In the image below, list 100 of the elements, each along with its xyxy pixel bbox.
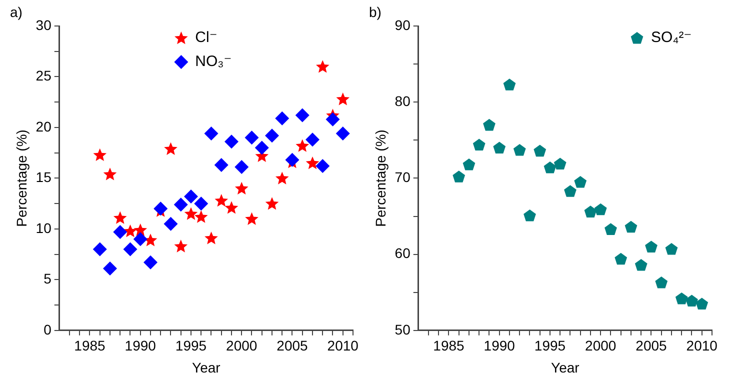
- point: [144, 255, 158, 270]
- point: [224, 134, 238, 149]
- x-tick-label: 2005: [276, 338, 308, 354]
- point: [513, 144, 526, 156]
- y-tick-label: 90: [394, 16, 411, 33]
- y-tick-label: 10: [36, 220, 52, 236]
- point: [686, 294, 698, 306]
- point: [234, 160, 249, 174]
- point: [123, 242, 138, 256]
- point: [113, 211, 127, 224]
- point: [326, 112, 340, 126]
- point: [574, 176, 587, 188]
- point: [503, 78, 516, 90]
- point: [133, 232, 148, 246]
- point: [224, 201, 238, 214]
- y-tick-label: 0: [44, 321, 52, 338]
- point: [245, 212, 258, 225]
- y-tick-label: 15: [36, 169, 52, 186]
- point: [316, 60, 330, 73]
- point: [295, 108, 310, 122]
- y-tick-label: 50: [394, 321, 411, 338]
- point: [103, 262, 117, 276]
- point: [204, 232, 218, 244]
- legend-label: NO₃⁻: [195, 53, 232, 70]
- point: [665, 242, 678, 255]
- x-axis-title: Year: [192, 359, 221, 376]
- point: [483, 118, 496, 131]
- point: [254, 140, 269, 155]
- point: [524, 209, 536, 222]
- x-tick-label: 2005: [636, 338, 668, 354]
- x-tick-label: 1990: [124, 338, 156, 354]
- x-tick-label: 2000: [585, 338, 616, 354]
- y-tick-label: 25: [36, 68, 52, 84]
- point: [624, 220, 638, 233]
- point: [194, 210, 208, 223]
- x-tick-label: 1985: [74, 338, 106, 354]
- x-axis-title: Year: [551, 359, 580, 376]
- point: [604, 223, 617, 235]
- point: [306, 156, 320, 170]
- point: [285, 152, 300, 167]
- point: [675, 292, 688, 304]
- point: [275, 111, 290, 126]
- y-tick-label: 80: [394, 92, 411, 109]
- x-tick-label: 1995: [534, 338, 566, 354]
- point: [164, 216, 178, 231]
- point: [234, 182, 248, 195]
- point: [92, 242, 107, 256]
- point: [452, 170, 466, 182]
- y-tick-label: 70: [394, 169, 411, 186]
- point: [214, 158, 228, 172]
- point: [103, 168, 117, 180]
- point: [174, 240, 188, 252]
- point: [316, 159, 330, 174]
- y-axis-title: Percentage (%): [372, 130, 388, 227]
- point: [214, 194, 228, 207]
- point: [594, 203, 607, 216]
- point: [184, 189, 198, 204]
- y-tick-label: 60: [394, 245, 411, 262]
- y-tick-label: 20: [36, 118, 52, 134]
- x-tick-label: 2010: [686, 338, 718, 354]
- chart-title: b): [369, 4, 382, 20]
- point: [184, 207, 198, 220]
- point: [696, 298, 708, 310]
- x-tick-label: 1990: [484, 338, 516, 354]
- chart-title: a): [10, 4, 22, 20]
- point: [134, 223, 148, 236]
- point: [645, 240, 658, 252]
- point: [124, 224, 137, 238]
- x-tick-label: 1985: [433, 338, 465, 354]
- y-axis-title: Percentage (%): [13, 130, 30, 227]
- point: [275, 172, 289, 184]
- point: [544, 162, 556, 174]
- point: [194, 196, 208, 211]
- point: [296, 139, 310, 152]
- point: [534, 144, 546, 157]
- point: [93, 148, 107, 162]
- point: [265, 128, 279, 143]
- point: [154, 202, 168, 216]
- point: [564, 185, 576, 197]
- legend-label: SO₄²⁻: [651, 29, 692, 46]
- point: [614, 252, 628, 265]
- point: [174, 198, 188, 212]
- y-tick-label: 30: [36, 16, 52, 33]
- x-tick-label: 2010: [327, 338, 359, 354]
- point: [493, 142, 506, 154]
- point: [655, 276, 668, 288]
- point: [472, 138, 486, 150]
- point: [164, 142, 178, 155]
- x-tick-label: 2000: [226, 338, 258, 354]
- legend-label: Cl⁻: [195, 29, 218, 46]
- point: [634, 258, 648, 271]
- point: [113, 224, 128, 239]
- point: [204, 126, 218, 141]
- x-tick-label: 1995: [175, 338, 207, 354]
- point: [265, 197, 279, 210]
- point: [244, 130, 259, 145]
- point: [462, 158, 476, 170]
- point: [554, 158, 566, 170]
- point: [336, 92, 350, 106]
- point: [306, 132, 320, 147]
